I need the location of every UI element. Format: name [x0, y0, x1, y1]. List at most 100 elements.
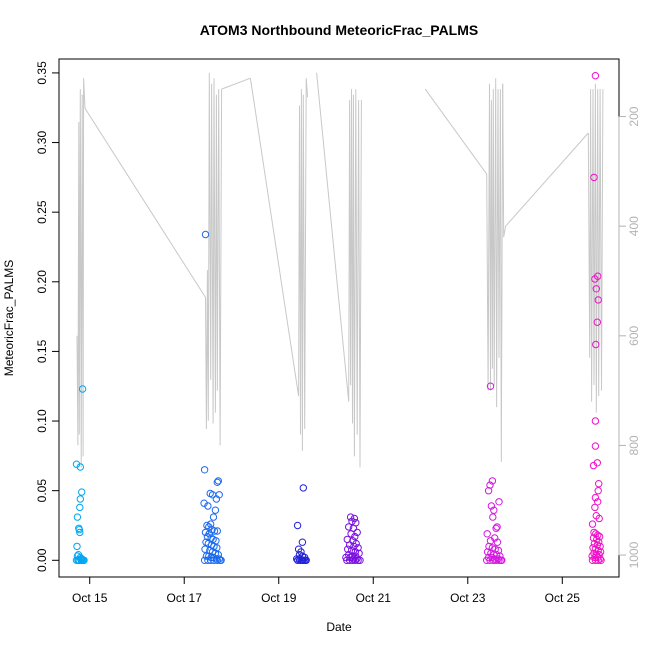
data-point — [591, 503, 599, 512]
x-tick-label: Oct 25 — [545, 591, 581, 605]
data-point — [593, 318, 601, 326]
data-point — [75, 526, 84, 534]
data-point — [489, 513, 497, 521]
data-points — [72, 72, 605, 564]
data-point — [589, 534, 598, 542]
data-point — [594, 556, 602, 564]
data-point — [590, 173, 598, 182]
y-axis-label: MeteoricFrac_PALMS — [2, 260, 16, 376]
data-point — [345, 556, 354, 564]
data-point — [213, 527, 222, 535]
data-point — [589, 461, 598, 470]
data-point — [213, 556, 222, 564]
data-point — [489, 556, 497, 564]
data-point — [486, 481, 494, 489]
chart-title: ATOM3 Northbound MeteoricFrac_PALMS — [200, 22, 478, 38]
data-point — [202, 552, 211, 560]
pressure-line-segment — [76, 78, 86, 468]
data-point — [75, 556, 83, 564]
data-point — [216, 556, 224, 564]
data-point — [596, 555, 604, 563]
data-point — [208, 491, 217, 499]
data-point — [209, 513, 218, 521]
pressure-line-segment — [502, 83, 589, 238]
y-tick-label: 0.00 — [35, 548, 49, 572]
data-point — [591, 442, 600, 450]
data-point — [490, 506, 498, 514]
data-point — [595, 514, 603, 523]
data-point — [495, 556, 503, 564]
data-point — [213, 544, 221, 552]
data-point — [591, 275, 599, 283]
data-point — [204, 502, 212, 510]
pressure-line-segment — [205, 72, 223, 446]
data-point — [73, 542, 81, 551]
right-tick-label: 600 — [627, 325, 641, 345]
right-tick-label: 200 — [627, 106, 641, 126]
data-point — [484, 487, 493, 495]
pressure-line-segment — [424, 78, 504, 462]
x-tick-label: Oct 23 — [450, 591, 486, 605]
x-tick-label: Oct 21 — [356, 591, 392, 605]
pressure-line-segment — [316, 72, 362, 468]
data-point — [215, 555, 223, 563]
data-point — [213, 478, 222, 486]
data-point — [354, 556, 362, 564]
data-point — [493, 538, 502, 546]
plot-frame — [58, 58, 620, 578]
y-tick-label: 0.05 — [35, 479, 49, 503]
right-y-axis: 200 400 600 800 1000 — [618, 106, 641, 568]
data-point — [483, 548, 492, 556]
data-point — [591, 417, 600, 425]
data-point — [203, 521, 211, 530]
data-point — [591, 556, 600, 564]
right-tick-label: 800 — [627, 435, 641, 455]
y-tick-label: 0.35 — [35, 61, 49, 85]
data-point — [76, 463, 85, 471]
data-point — [348, 556, 357, 564]
data-point — [204, 539, 213, 548]
data-point — [492, 524, 500, 532]
data-point — [592, 340, 600, 349]
data-point — [293, 556, 302, 564]
data-point — [353, 555, 361, 563]
data-point — [200, 466, 209, 474]
data-point — [78, 385, 87, 393]
pressure-line-segment — [84, 108, 206, 298]
data-point — [293, 521, 302, 530]
data-point — [356, 556, 364, 564]
data-point — [351, 556, 359, 564]
data-point — [588, 520, 597, 528]
right-tick-label: 400 — [627, 216, 641, 236]
data-point — [591, 493, 600, 502]
data-point — [298, 538, 307, 546]
pressure-line-segment — [249, 78, 309, 451]
data-point — [298, 556, 307, 564]
data-point — [498, 556, 506, 564]
y-axis: 0.00 0.05 0.10 0.15 0.20 0.25 0.30 0.35 — [35, 61, 60, 572]
data-point — [494, 546, 503, 555]
y-tick-label: 0.30 — [35, 131, 49, 155]
pressure-line-segment — [587, 83, 604, 413]
data-point — [485, 542, 493, 551]
data-point — [492, 556, 500, 564]
data-point — [73, 513, 82, 521]
data-point — [591, 72, 600, 80]
y-tick-label: 0.25 — [35, 200, 49, 224]
data-point — [76, 528, 84, 537]
y-tick-label: 0.10 — [35, 409, 49, 433]
data-point — [346, 513, 355, 521]
data-point — [344, 545, 352, 553]
pressure-line-segment — [221, 77, 251, 90]
data-point — [588, 556, 597, 564]
data-point — [597, 556, 605, 564]
data-point — [486, 382, 495, 390]
right-tick-label: 1000 — [627, 541, 641, 568]
data-point — [493, 523, 501, 531]
data-point — [345, 523, 353, 531]
x-axis-label: Date — [326, 620, 352, 634]
data-point — [302, 556, 310, 564]
data-point — [483, 530, 491, 538]
data-point — [78, 488, 86, 496]
